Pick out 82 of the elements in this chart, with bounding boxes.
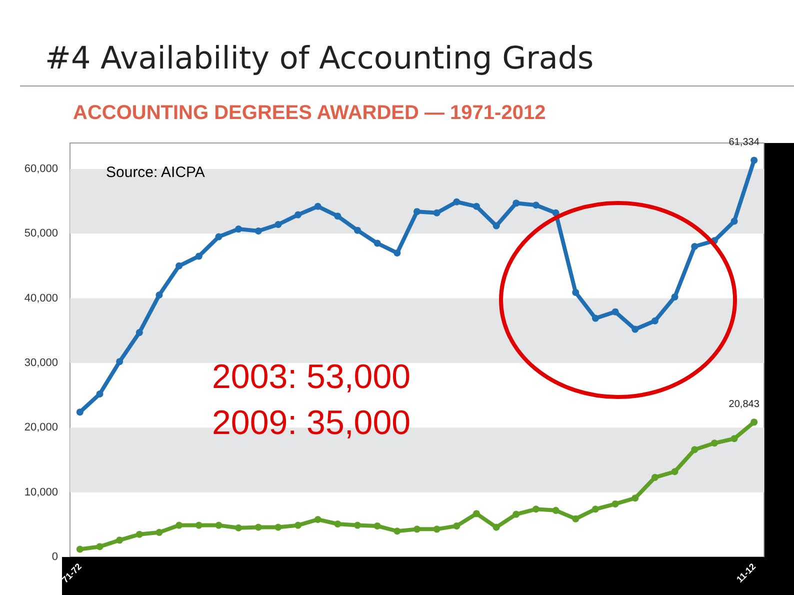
point <box>691 243 698 250</box>
point <box>671 293 678 300</box>
point <box>512 200 520 207</box>
y-tick-label: 50,000 <box>24 228 58 240</box>
point <box>215 522 222 529</box>
point <box>612 308 619 316</box>
point <box>572 288 580 296</box>
point <box>632 326 639 333</box>
chart-title: #4 Availability of Accounting Grads <box>45 40 594 76</box>
point <box>156 528 163 536</box>
point <box>730 435 738 442</box>
point <box>274 221 282 228</box>
point <box>492 524 500 531</box>
point <box>136 329 143 336</box>
point <box>76 546 84 553</box>
point <box>176 522 183 529</box>
point <box>254 227 262 234</box>
point <box>572 515 580 522</box>
data-label: 61,334 <box>728 137 760 148</box>
point <box>294 211 302 218</box>
point <box>96 390 104 398</box>
point <box>433 526 440 533</box>
point <box>116 358 124 366</box>
annotation: Source: AICPA <box>106 164 205 181</box>
point <box>374 522 381 530</box>
y-tick-label: 0 <box>52 551 58 563</box>
point <box>532 202 540 209</box>
point <box>710 440 718 447</box>
point <box>651 474 658 481</box>
point <box>394 249 401 256</box>
point <box>414 526 420 533</box>
point <box>651 317 658 324</box>
point <box>472 510 480 518</box>
annotation: 2009: 35,000 <box>212 404 411 442</box>
point <box>76 408 84 416</box>
point <box>334 212 342 220</box>
y-tick-label: 30,000 <box>24 356 58 369</box>
point <box>750 418 758 426</box>
point <box>433 209 440 216</box>
point <box>96 543 104 550</box>
point <box>453 198 460 206</box>
point <box>156 292 163 299</box>
point <box>354 226 362 234</box>
point <box>612 500 619 508</box>
point <box>730 218 738 225</box>
point <box>472 202 480 210</box>
point <box>274 524 282 531</box>
chart-subtitle: ACCOUNTING DEGREES AWARDED — 1971-2012 <box>73 102 546 124</box>
point <box>354 522 362 529</box>
point <box>750 156 758 164</box>
point <box>414 208 420 216</box>
point <box>195 522 202 529</box>
y-tick-label: 10,000 <box>24 486 58 498</box>
point <box>294 522 302 529</box>
point <box>512 510 520 518</box>
point <box>195 252 202 260</box>
point <box>314 202 322 210</box>
point <box>136 530 143 538</box>
point <box>592 314 599 322</box>
point <box>176 262 183 270</box>
point <box>394 528 401 535</box>
point <box>314 516 322 523</box>
point <box>374 240 381 247</box>
point <box>235 524 242 532</box>
point <box>254 524 262 531</box>
point <box>215 233 222 240</box>
point <box>671 468 678 476</box>
point <box>235 226 242 233</box>
point <box>592 506 599 513</box>
annotation: 2003: 53,000 <box>212 358 411 396</box>
point <box>532 506 540 513</box>
data-label: 20,843 <box>728 399 760 410</box>
y-tick-label: 20,000 <box>24 422 58 434</box>
point <box>552 506 560 514</box>
point <box>453 522 460 530</box>
y-tick-label: 60,000 <box>24 162 58 175</box>
point <box>116 536 124 544</box>
point <box>492 222 500 230</box>
point <box>691 446 698 454</box>
y-tick-label: 40,000 <box>24 292 58 304</box>
point <box>632 494 639 502</box>
point <box>334 520 342 528</box>
